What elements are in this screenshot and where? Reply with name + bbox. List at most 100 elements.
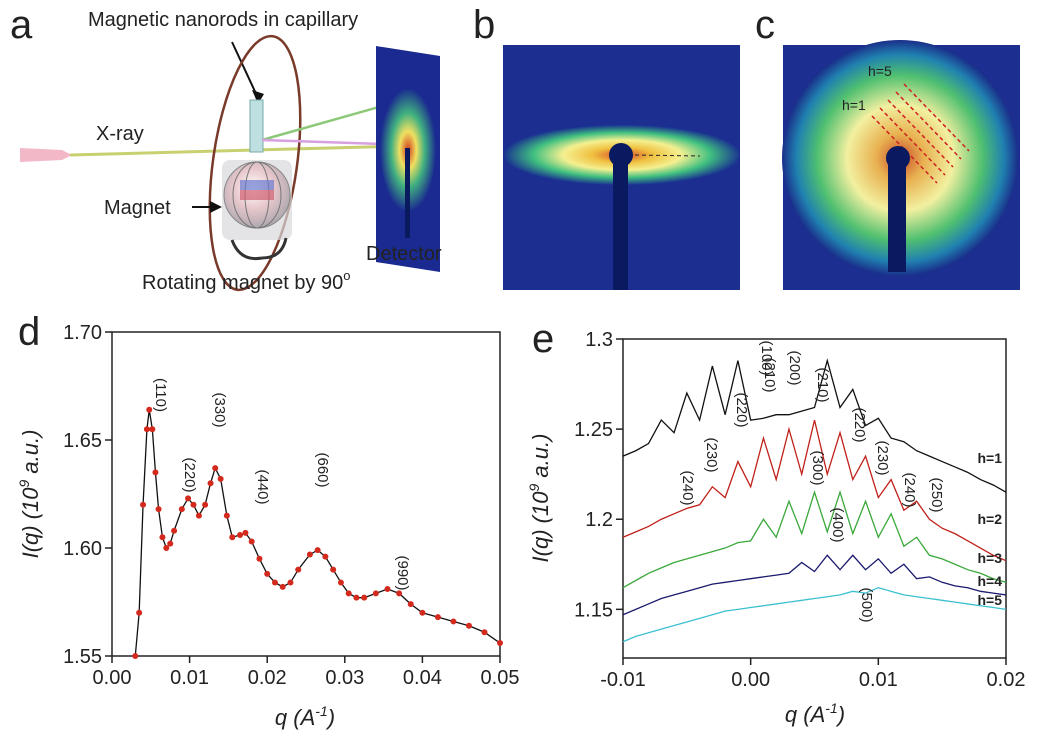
label-sup: -1 (825, 700, 837, 716)
series-line (622, 490, 1007, 589)
data-point (306, 551, 313, 558)
x-tick-label: -0.01 (600, 669, 646, 691)
data-point (171, 527, 178, 534)
data-point (146, 406, 153, 413)
data-point (167, 540, 174, 547)
ring (208, 34, 302, 292)
x-tick-label: 0.03 (325, 667, 364, 689)
peak-annotation: (500) (858, 587, 875, 622)
panel-label: c (755, 3, 775, 47)
data-point (207, 480, 214, 487)
peak-annotation: (200) (786, 350, 803, 385)
x-axis-label: q (A-1) (275, 703, 335, 730)
panel-label: d (18, 310, 40, 354)
x-tick-label: 0.01 (170, 667, 209, 689)
data-point (242, 529, 249, 536)
peak-annotation: (660) (314, 452, 331, 487)
label-sup: 9 (16, 480, 32, 488)
chart: e -0.01 0.00 0.01 0.02 1.15 1.2 1.25 1.3 q (A-1) I… (526, 317, 1025, 727)
x-tick-label: 0.01 (859, 669, 898, 691)
plot-frame (111, 331, 501, 657)
data-point (271, 579, 278, 586)
series-label: h=4 (977, 573, 1002, 589)
x-tick-label: 0.02 (248, 667, 287, 689)
peak-annotation: (210) (761, 357, 778, 392)
x-tick-label: 0.02 (987, 669, 1026, 691)
x-tick-label: 0.05 (481, 667, 520, 689)
label-tail: a.u.) (18, 430, 43, 480)
label-tail: ) (325, 705, 335, 730)
data-point (330, 566, 337, 573)
data-point (419, 609, 426, 616)
peak-annotation: (220) (181, 457, 198, 492)
y-tick-label: 1.65 (63, 430, 102, 452)
data-point (337, 579, 344, 586)
data-point (295, 566, 302, 573)
peak-annotation: (250) (928, 477, 945, 512)
label-text: q (A (785, 702, 825, 727)
peak-annotation: (300) (809, 450, 826, 485)
data-point (322, 553, 329, 560)
label-tail: a.u.) (528, 434, 553, 484)
label-sup: 9 (526, 484, 542, 492)
peak-annotation: (230) (874, 440, 891, 475)
rotation-arrow (230, 239, 263, 261)
peak-annotation: (230) (703, 437, 720, 472)
data-point (497, 640, 503, 647)
x-tick-label: 0.00 (731, 669, 770, 691)
label-text: q (A (275, 705, 315, 730)
data-point (434, 614, 441, 621)
peak-annotation: (330) (211, 392, 228, 427)
beamstop (613, 158, 628, 290)
data-point (314, 547, 321, 554)
data-point (202, 501, 209, 508)
peak-annotation: (440) (254, 469, 271, 504)
series-label: h=1 (977, 450, 1002, 466)
series-line (622, 554, 1007, 616)
y-tick-label: 1.2 (585, 509, 613, 531)
series-label: h=5 (977, 592, 1002, 608)
series-line (622, 587, 1007, 643)
panel-c: c h=5 h=1 (755, 3, 1020, 290)
data-point (212, 465, 219, 472)
panel-label: e (532, 317, 554, 361)
plot-frame (622, 338, 1007, 659)
data-point (178, 506, 185, 513)
data-point (149, 426, 156, 433)
x-tick-label: 0.00 (93, 667, 132, 689)
data-point (217, 475, 224, 482)
data-point (361, 594, 368, 601)
xray-beam (69, 144, 406, 157)
y-tick-label: 1.60 (63, 538, 102, 560)
data-point (190, 501, 197, 508)
label-h1: h=1 (842, 97, 866, 113)
data-point (229, 534, 236, 541)
data-point (264, 570, 271, 577)
label-h5: h=5 (868, 63, 892, 79)
data-point (159, 534, 166, 541)
chart: d 0.00 0.01 0.02 0.03 0.04 0.05 1.55 1.60 1.65 1.7… (16, 310, 519, 730)
data-point (185, 495, 192, 502)
guide-line (634, 154, 701, 157)
label-magnet: Magnet (104, 197, 171, 219)
beamstop (405, 148, 410, 238)
rotation-arrow (261, 237, 288, 260)
peak-annotation: (110) (152, 378, 169, 412)
data-point (223, 512, 230, 519)
series-label: h=3 (977, 550, 1002, 566)
peak-annotation: (400) (829, 507, 846, 542)
y-tick-label: 1.3 (585, 329, 613, 351)
label-capillary: Magnetic nanorods in capillary (88, 9, 358, 31)
label-rotate: Rotating magnet by 90o (142, 268, 350, 294)
peak-annotation: (210) (814, 367, 831, 402)
y-tick-label: 1.25 (574, 419, 613, 441)
x-tick-label: 0.04 (403, 667, 442, 689)
y-axis-label: I(q) (109 a.u.) (16, 430, 43, 559)
data-point (136, 609, 143, 616)
peak-annotation: (240) (901, 472, 918, 507)
label-tail: ) (835, 702, 845, 727)
xray-source (20, 148, 72, 162)
data-point (353, 594, 360, 601)
series-line (622, 419, 1007, 562)
